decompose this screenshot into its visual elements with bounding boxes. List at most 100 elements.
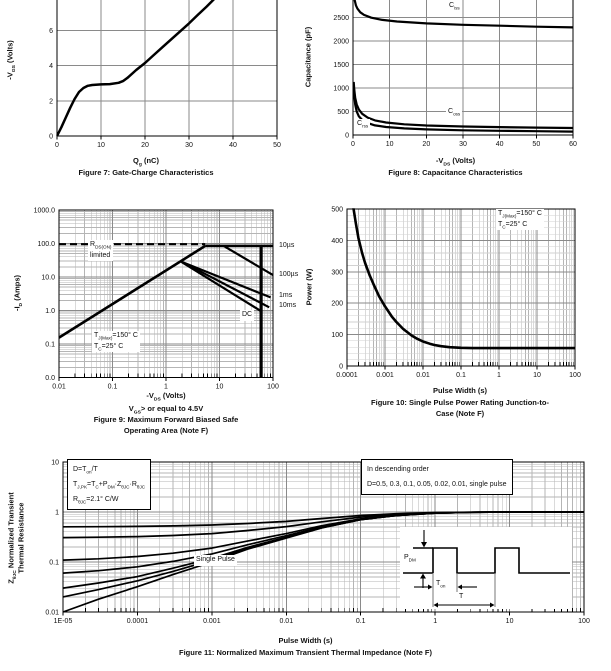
chart-annotation: 10µs	[277, 241, 297, 252]
x-tick-label: 0.1	[456, 372, 466, 379]
figure-9-condition-caption: VGS> or equal to 4.5V	[128, 404, 204, 416]
chart-annotation: Crss	[355, 119, 371, 130]
y-tick-label: 0.0	[45, 375, 55, 382]
x-tick-label: 30	[185, 142, 193, 149]
y-tick-label: 2500	[333, 15, 349, 22]
y-axis-label-line-2: Thermal Resistance	[16, 502, 26, 574]
figure-10-chart: 0.0001 0.001 0.01 0.1 1 10 100 0 100 200 300 400 500	[331, 207, 581, 380]
chart-annotation: Single Pulse	[194, 555, 237, 566]
chart-annotation: TJ(Max)=150° C TC=25° C	[92, 331, 140, 352]
figure-10-x-axis-label: Pulse Width (s)	[432, 386, 488, 395]
x-tick-label: 10	[533, 372, 541, 379]
figure-10-y-axis-label: Power (W)	[304, 269, 313, 306]
chart-annotation: 100µs	[277, 270, 301, 281]
x-tick-label: 0	[55, 142, 59, 149]
y-tick-label: 1.0	[45, 308, 55, 315]
x-tick-label: 100	[569, 372, 581, 379]
x-tick-label: 10	[506, 618, 514, 625]
chart-annotation: In descending order D=0.5, 0.3, 0.1, 0.05…	[361, 459, 513, 496]
figure-7-y-axis-label: -VGS (Volts)	[5, 40, 17, 80]
figure-9-panel: 0.01 0.1 1 10 100 1000.0 100.0 10.0 1.0 0.1 0.0 -I…	[0, 200, 301, 445]
y-tick-label: 1	[55, 510, 59, 517]
y-tick-label: 4	[49, 63, 53, 70]
x-tick-label: 60	[569, 141, 577, 148]
x-tick-label: 1	[497, 372, 501, 379]
figure-10-panel: 0.0001 0.001 0.01 0.1 1 10 100 0 100 200 300 400 500…	[300, 200, 611, 425]
y-axis-label-text: -ID (Amps)	[12, 274, 24, 312]
series-pulse-1ms	[181, 260, 272, 299]
x-tick-label: 0.001	[203, 618, 221, 625]
x-tick-label: 20	[422, 141, 430, 148]
x-tick-label: 1	[164, 384, 168, 391]
figure-8-x-axis-label: -VDS (Volts)	[435, 156, 476, 168]
inset-waveform-label: Ton	[436, 580, 446, 589]
x-tick-label: 10	[97, 142, 105, 149]
chart-annotation: TJ(Max)=150° C TC=25° C	[496, 209, 544, 230]
figure-9-x-axis-label: -VDS (Volts)	[146, 391, 186, 403]
figure-11-chart: 1E-05 0.0001 0.001 0.01 0.1 1 10 100 10 1 0.1 0.01	[45, 460, 590, 626]
figure-7-x-axis-label: Qg (nC)	[133, 156, 159, 168]
figure-11-y-axis-label: ZθJC Normalized Transient Thermal Resist…	[7, 492, 26, 584]
y-tick-label: 10	[51, 460, 59, 467]
figure-7-caption: Figure 7: Gate-Charge Characteristics	[78, 168, 214, 177]
chart-annotation: RDS(ON) limited	[88, 240, 114, 261]
x-tick-label: 0.001	[376, 372, 394, 379]
y-tick-label: 0	[49, 134, 53, 141]
y-tick-label: 500	[337, 109, 349, 116]
x-tick-label: 100	[578, 618, 590, 625]
figure-9-y-axis-label: -ID (Amps)	[12, 274, 24, 312]
figure-7-chart: 0 10 20 30 40 50 0 2 4 6	[49, 0, 281, 149]
y-tick-label: 0.01	[45, 610, 59, 617]
x-tick-label: 50	[273, 142, 281, 149]
y-tick-label: 2	[49, 98, 53, 105]
figure-11-caption: Figure 11: Normalized Maximum Transient …	[179, 648, 432, 657]
figure-10-caption-line-2: Case (Note F)	[435, 409, 485, 418]
x-tick-label: 40	[496, 141, 504, 148]
x-tick-label: 0.0001	[336, 372, 358, 379]
series-gate-charge	[56, 0, 215, 137]
inset-waveform-label: T	[459, 593, 464, 600]
y-tick-label: 500	[331, 207, 343, 214]
y-axis-label-text: Power (W)	[304, 268, 314, 306]
y-axis-label-text: -VGS (Volts)	[5, 40, 17, 80]
y-tick-label: 300	[331, 269, 343, 276]
figure-11-x-axis-label: Pulse Width (s)	[278, 636, 333, 645]
x-tick-label: 100	[267, 384, 279, 391]
figure-8-caption: Figure 8: Capacitance Characteristics	[388, 168, 523, 177]
figure-8-panel: 0 10 20 30 40 50 60 0 500 1000 1500 2000 2500 Capaci…	[300, 0, 611, 185]
y-tick-label: 100.0	[37, 241, 55, 248]
y-tick-label: 400	[331, 238, 343, 245]
series-pulse-10ms	[183, 261, 270, 309]
y-tick-label: 2000	[333, 39, 349, 46]
chart-annotation: 1ms	[277, 291, 295, 302]
series-rdson-limited-line	[58, 244, 206, 339]
x-tick-label: 10	[386, 141, 394, 148]
x-tick-label: 0.01	[416, 372, 430, 379]
figure-9-caption-line-2: Operating Area (Note F)	[123, 426, 209, 435]
x-tick-label: 30	[459, 141, 467, 148]
series-single-pulse-power	[352, 208, 575, 350]
x-tick-label: 1E-05	[54, 618, 73, 625]
x-tick-label: 0.0001	[127, 618, 149, 625]
chart-annotation: Ciss	[447, 1, 462, 12]
y-tick-label: 0	[339, 364, 343, 371]
x-tick-label: 0.1	[356, 618, 366, 625]
y-tick-label: 0.1	[49, 560, 59, 567]
series-Crss	[352, 85, 574, 133]
chart-annotation: Coss	[446, 107, 463, 118]
chart-annotation: D=Ton/T TJ,PK=TC+PDM·ZθJC·RθJC RθJC=2.1° C…	[67, 459, 152, 511]
x-tick-label: 0	[351, 141, 355, 148]
series-single-pulse	[62, 511, 584, 613]
figure-8-y-axis-label: Capacitance (pF)	[303, 27, 312, 87]
chart-annotation: 10ms	[277, 301, 299, 312]
series-dc	[180, 261, 262, 313]
y-tick-label: 6	[49, 28, 53, 35]
x-tick-label: 40	[229, 142, 237, 149]
figure-9-caption-line-1: Figure 9: Maximum Forward Biased Safe	[93, 415, 239, 424]
y-axis-label-line-1: ZθJC Normalized Transient	[6, 492, 19, 584]
x-tick-label: 0.01	[52, 384, 66, 391]
y-tick-label: 100	[331, 332, 343, 339]
y-tick-label: 10.0	[41, 275, 55, 282]
inset-waveform-label: PDM	[404, 554, 416, 563]
x-tick-label: 10	[216, 384, 224, 391]
